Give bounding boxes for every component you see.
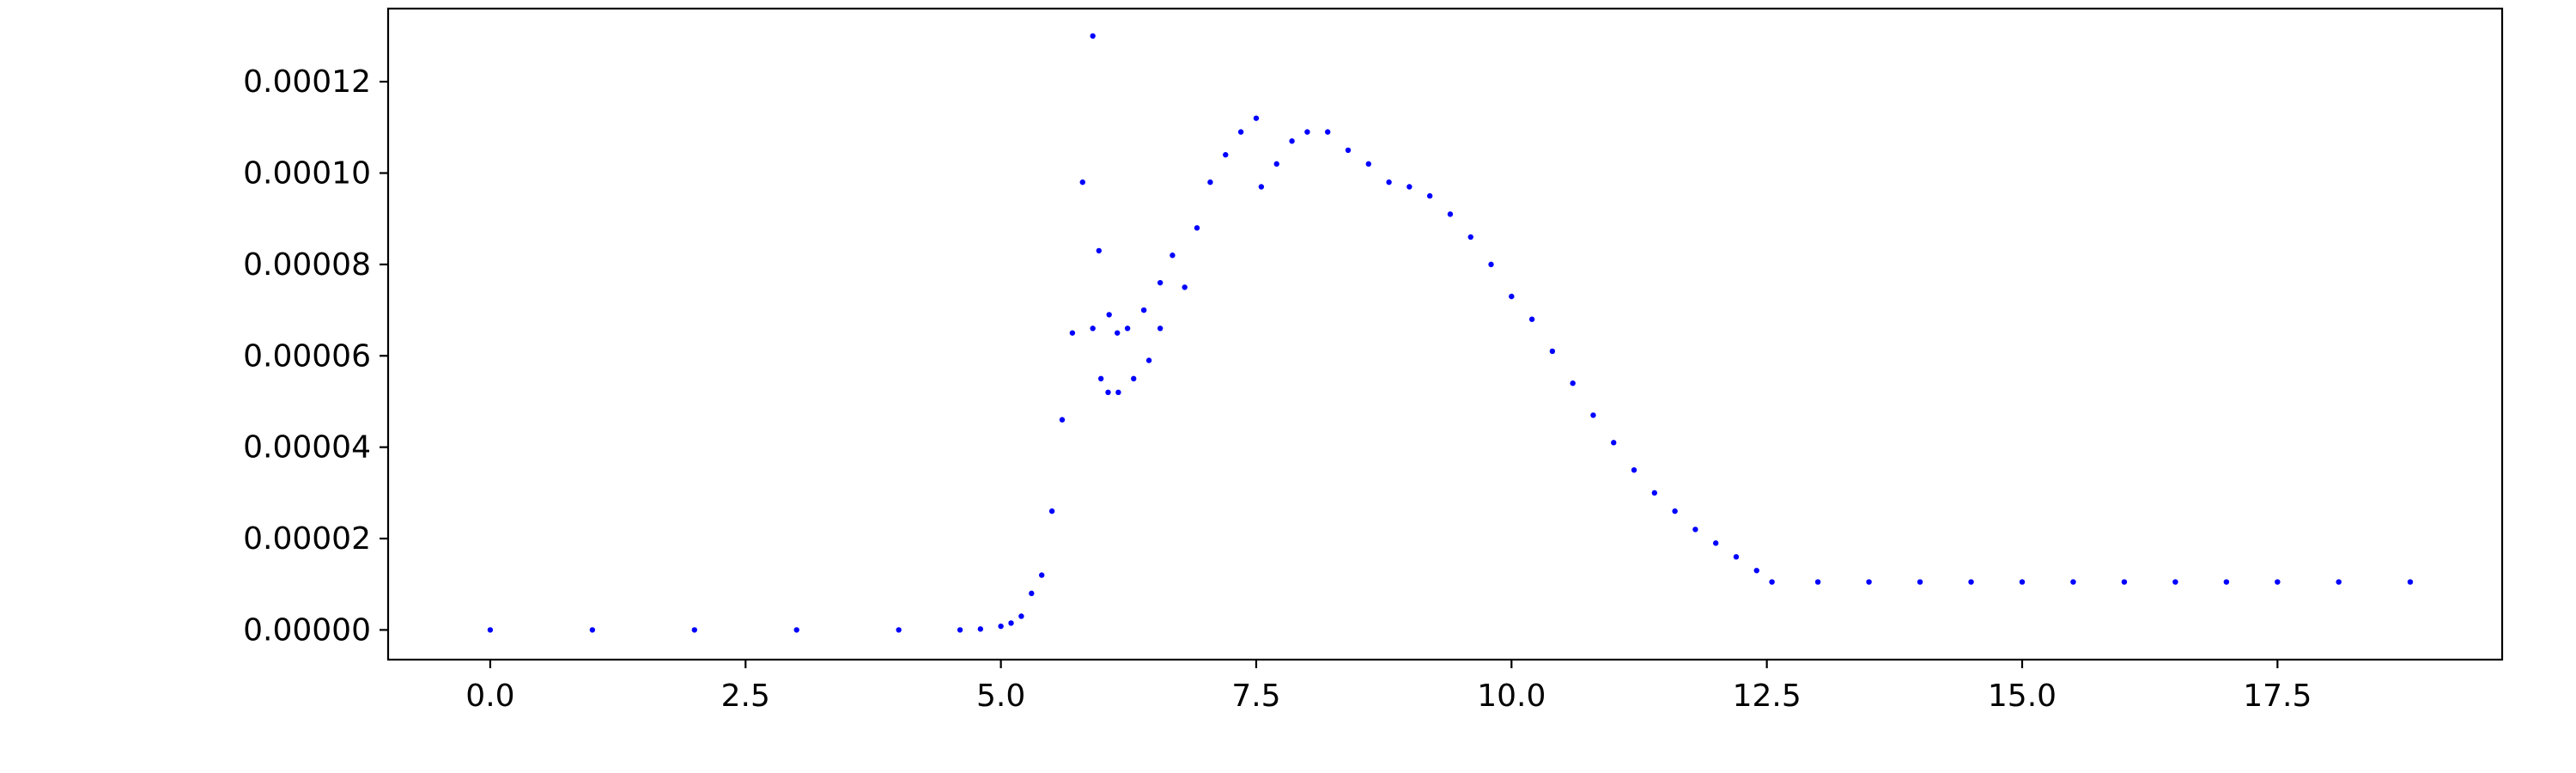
- y-tick-label: 0.00004: [243, 430, 371, 466]
- x-tick-label: 5.0: [976, 679, 1025, 714]
- data-point: [977, 626, 984, 632]
- y-tick-label: 0.00010: [243, 155, 371, 191]
- x-tick-label: 12.5: [1733, 679, 1801, 714]
- data-point: [1672, 508, 1678, 514]
- data-point: [2121, 579, 2128, 585]
- data-point: [1223, 152, 1229, 158]
- x-tick-label: 17.5: [2243, 679, 2312, 714]
- data-point: [1651, 490, 1658, 496]
- data-point: [1090, 326, 1096, 332]
- data-point: [1207, 179, 1213, 186]
- data-point: [589, 627, 596, 633]
- data-point: [793, 627, 799, 633]
- data-point: [2172, 579, 2178, 585]
- data-point: [1096, 247, 1103, 254]
- data-point: [896, 627, 902, 633]
- data-point: [1090, 33, 1096, 40]
- data-point: [1345, 147, 1352, 154]
- data-point: [1008, 620, 1014, 626]
- data-point: [1105, 389, 1111, 396]
- data-point: [1097, 375, 1104, 382]
- data-point: [1365, 161, 1371, 167]
- data-point: [1712, 540, 1719, 546]
- data-point: [1467, 234, 1473, 240]
- data-point: [1253, 115, 1260, 121]
- data-point: [1304, 129, 1310, 135]
- data-point: [2275, 579, 2281, 585]
- plot-background: [388, 9, 2502, 660]
- data-point: [1194, 225, 1200, 231]
- x-tick-label: 0.0: [465, 679, 514, 714]
- data-point: [957, 627, 963, 633]
- data-point: [1079, 179, 1085, 186]
- data-point: [2223, 579, 2230, 585]
- data-point: [1124, 326, 1131, 332]
- data-point: [1968, 579, 1974, 585]
- data-point: [1447, 211, 1454, 217]
- data-point: [1692, 526, 1698, 533]
- x-tick-label: 7.5: [1231, 679, 1280, 714]
- data-point: [1157, 279, 1163, 286]
- data-point: [2019, 579, 2026, 585]
- data-point: [1115, 389, 1121, 396]
- data-point: [1140, 307, 1147, 313]
- data-point: [1018, 613, 1024, 619]
- data-point: [2070, 579, 2076, 585]
- data-point: [1131, 375, 1137, 382]
- data-point: [1590, 412, 1596, 418]
- data-point: [1029, 590, 1035, 597]
- y-tick-label: 0.00000: [243, 612, 371, 648]
- data-point: [1237, 129, 1244, 135]
- data-point: [1631, 467, 1637, 473]
- data-point: [1866, 579, 1872, 585]
- data-point: [1115, 330, 1121, 336]
- data-point: [487, 627, 494, 633]
- x-tick-label: 15.0: [1988, 679, 2057, 714]
- data-point: [1273, 161, 1279, 167]
- x-axis: 0.0 2.5 5.0 7.5 10.0 12.5 15.0 17.5: [465, 660, 2312, 714]
- data-marks: [487, 33, 2414, 633]
- data-point: [1325, 129, 1331, 135]
- data-point: [1069, 330, 1076, 336]
- data-point: [1753, 568, 1759, 574]
- data-point: [1917, 579, 1923, 585]
- y-tick-label: 0.00008: [243, 247, 371, 283]
- data-point: [998, 623, 1004, 630]
- data-point: [1386, 179, 1392, 186]
- data-point: [1570, 380, 1576, 386]
- data-point: [1258, 184, 1265, 190]
- data-point: [1170, 253, 1176, 259]
- data-point: [1549, 348, 1556, 355]
- data-point: [1106, 312, 1112, 318]
- x-tick-label: 2.5: [721, 679, 770, 714]
- data-point: [1048, 508, 1055, 514]
- data-point: [1528, 316, 1535, 322]
- y-tick-label: 0.00002: [243, 521, 371, 557]
- data-point: [1733, 554, 1740, 560]
- data-point: [1145, 357, 1152, 363]
- y-tick-label: 0.00012: [243, 64, 371, 100]
- data-point: [1289, 138, 1295, 144]
- data-point: [2336, 579, 2342, 585]
- x-tick-label: 10.0: [1477, 679, 1546, 714]
- data-point: [1509, 293, 1515, 300]
- data-point: [1769, 579, 1775, 585]
- data-point: [1157, 326, 1163, 332]
- data-point: [2407, 579, 2414, 585]
- y-tick-label: 0.00006: [243, 338, 371, 374]
- data-point: [1182, 284, 1188, 290]
- data-point: [1059, 417, 1066, 423]
- data-point: [1488, 261, 1494, 268]
- data-point: [1814, 579, 1821, 585]
- data-point: [691, 627, 698, 633]
- data-point: [1038, 572, 1045, 578]
- plot-frame: [386, 7, 2504, 661]
- y-axis: 0.00000 0.00002 0.00004 0.00006 0.00008 0.000…: [243, 64, 388, 648]
- data-point: [1611, 440, 1617, 446]
- data-point: [1426, 192, 1433, 199]
- data-point: [1406, 184, 1413, 190]
